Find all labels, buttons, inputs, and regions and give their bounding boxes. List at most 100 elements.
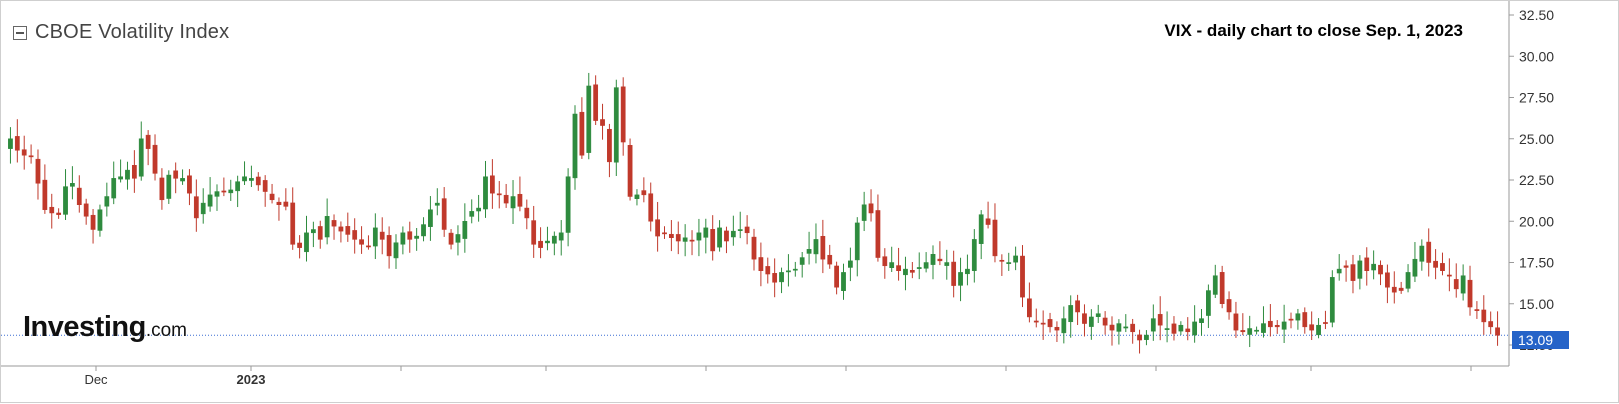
- collapse-legend-button[interactable]: [13, 25, 27, 40]
- candle-body: [503, 194, 509, 204]
- candle: [1433, 249, 1438, 280]
- candle-body: [786, 270, 791, 273]
- candle: [999, 254, 1005, 276]
- candle: [882, 248, 888, 279]
- candle: [1164, 311, 1170, 343]
- candle-body: [1164, 328, 1170, 330]
- candle-body: [228, 189, 234, 194]
- candle-body: [1364, 257, 1370, 271]
- candle: [1405, 264, 1411, 293]
- candle-body: [428, 209, 433, 227]
- candle: [324, 198, 330, 245]
- candle-body: [483, 176, 488, 210]
- candle: [1460, 264, 1466, 301]
- candle: [662, 226, 667, 239]
- candle-body: [1240, 330, 1246, 333]
- candle: [83, 198, 89, 225]
- candle-body: [834, 265, 840, 288]
- candle-body: [70, 183, 75, 187]
- candle: [1013, 246, 1019, 271]
- y-tick-label: 15.00: [1519, 296, 1554, 312]
- candle: [1192, 305, 1198, 343]
- candle-body: [1419, 245, 1425, 262]
- candle-body: [600, 119, 605, 126]
- candle-body: [290, 202, 296, 245]
- candle-body: [111, 178, 117, 199]
- candle: [1171, 316, 1177, 341]
- candle: [386, 226, 392, 269]
- candle: [28, 144, 34, 164]
- candle-body: [1261, 323, 1266, 333]
- candle-body: [662, 232, 667, 235]
- candle: [1474, 301, 1480, 319]
- candle: [1061, 306, 1067, 344]
- candle-body: [1088, 316, 1094, 327]
- candle-body: [469, 211, 475, 217]
- candle: [1033, 308, 1039, 328]
- candle-body: [414, 235, 420, 239]
- candle-body: [324, 216, 330, 238]
- candle: [1495, 311, 1500, 346]
- candle-body: [393, 242, 399, 259]
- candle: [634, 189, 640, 206]
- candle-body: [1316, 324, 1321, 336]
- candle-body: [21, 149, 27, 156]
- candle: [572, 105, 578, 190]
- candle: [765, 257, 771, 284]
- candle: [1419, 239, 1425, 271]
- candle-body: [1233, 313, 1239, 331]
- candle: [1309, 311, 1315, 341]
- candle-body: [792, 268, 798, 271]
- candle-body: [221, 190, 227, 193]
- candle: [1247, 315, 1253, 348]
- candle: [799, 251, 805, 278]
- candle: [97, 204, 103, 237]
- candle: [1364, 247, 1370, 286]
- candle-body: [882, 256, 888, 267]
- candle-series: [8, 72, 1500, 354]
- candle: [531, 205, 537, 258]
- candle-body: [489, 175, 495, 194]
- candle: [930, 245, 936, 280]
- candle: [489, 159, 495, 209]
- candle-body: [496, 193, 502, 196]
- candle: [1446, 258, 1452, 292]
- candle: [111, 161, 117, 205]
- candle: [1371, 250, 1377, 280]
- candle: [1343, 260, 1349, 282]
- y-tick-label: 17.50: [1519, 255, 1554, 271]
- candle: [1288, 312, 1294, 329]
- candle: [290, 187, 296, 250]
- candle: [848, 247, 853, 282]
- candle-body: [1267, 320, 1273, 328]
- candle: [21, 135, 27, 170]
- candle: [772, 258, 778, 298]
- candle-body: [1398, 287, 1404, 291]
- candle: [909, 262, 915, 279]
- candle-body: [538, 240, 543, 248]
- candle: [1088, 309, 1094, 340]
- candle: [710, 215, 716, 261]
- candle-body: [1137, 334, 1142, 341]
- candle-body: [1247, 328, 1253, 335]
- candle: [1412, 242, 1418, 283]
- candle: [648, 182, 654, 232]
- candle-body: [338, 226, 344, 232]
- candle: [1329, 270, 1335, 328]
- candle: [207, 177, 213, 212]
- candle-body: [1027, 298, 1032, 318]
- candle: [35, 149, 41, 200]
- candle: [1302, 307, 1308, 334]
- candle: [627, 138, 633, 201]
- candle: [145, 130, 151, 166]
- chart-annotation: VIX - daily chart to close Sep. 1, 2023: [1164, 21, 1463, 40]
- candle: [1095, 304, 1101, 324]
- candle-body: [421, 224, 426, 237]
- candle-body: [1488, 321, 1494, 328]
- candle: [496, 181, 502, 209]
- candle: [1233, 301, 1239, 338]
- candle: [538, 227, 543, 259]
- candle-body: [1040, 322, 1046, 325]
- candle-body: [317, 226, 323, 240]
- candle: [421, 217, 426, 242]
